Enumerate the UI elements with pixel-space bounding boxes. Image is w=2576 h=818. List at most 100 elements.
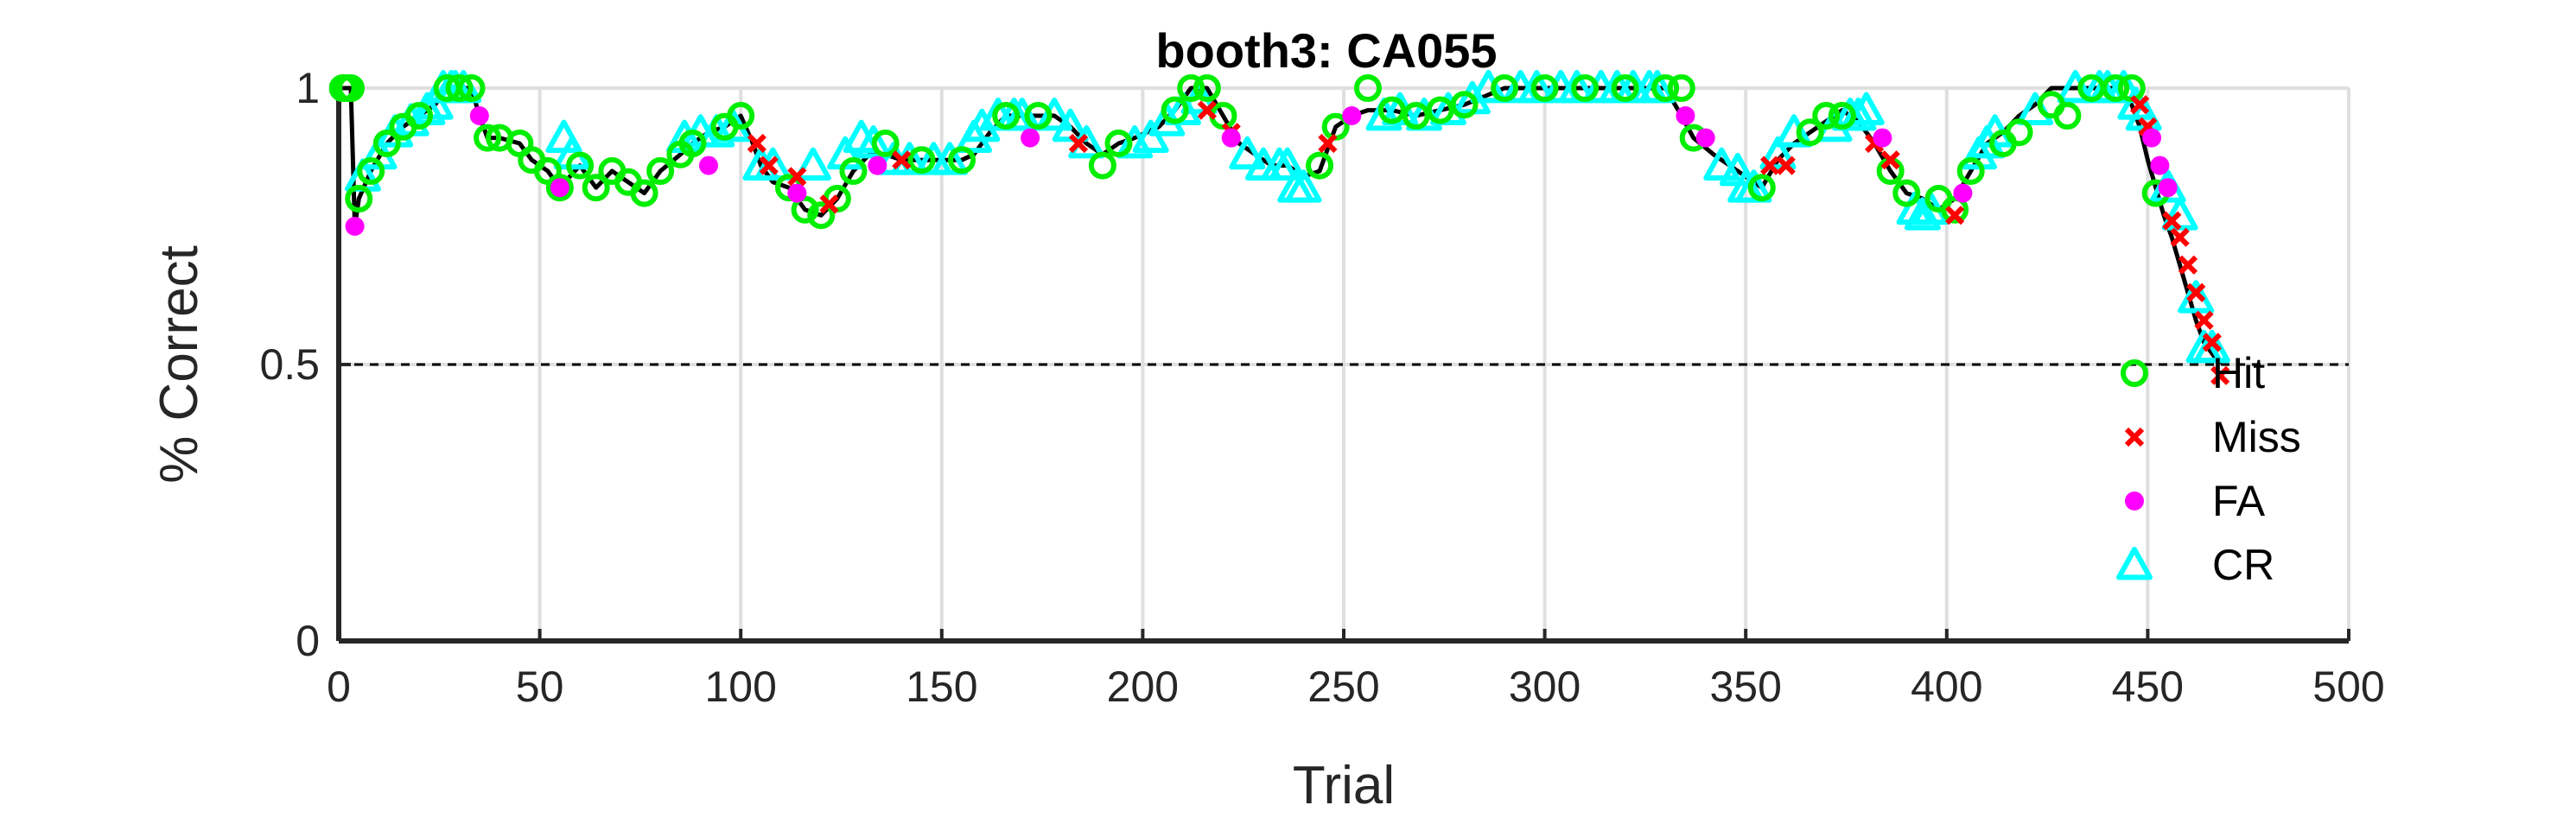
x-tick-label: 500	[2312, 663, 2384, 711]
legend-item-hit: Hit	[2121, 349, 2265, 397]
cr-marker	[1638, 70, 1676, 104]
hit-marker	[372, 130, 401, 157]
hit-marker	[1353, 74, 1382, 102]
fa-marker	[1021, 128, 1040, 148]
x-tick-label: 450	[2112, 663, 2184, 711]
miss-marker	[1880, 150, 1900, 170]
hit-marker	[1828, 102, 1856, 130]
hit-marker	[871, 130, 900, 157]
cr-marker	[2057, 70, 2094, 104]
miss-stroke	[2210, 365, 2230, 385]
hit-marker	[1193, 74, 1221, 102]
miss-marker	[892, 150, 912, 170]
miss-stroke	[2138, 117, 2158, 136]
hit-marker	[2102, 74, 2130, 102]
hit-marker	[1024, 102, 1053, 130]
miss-stroke	[2162, 211, 2182, 231]
hit-marker	[839, 157, 868, 185]
x-tick-label: 350	[1709, 663, 1781, 711]
miss-marker	[2162, 211, 2182, 231]
hit-marker	[545, 174, 574, 202]
miss-marker	[2129, 95, 2150, 115]
hit-marker	[1402, 102, 1430, 130]
hit-marker	[2053, 102, 2082, 130]
cr-marker	[2105, 70, 2142, 104]
hit-marker	[1956, 157, 1985, 185]
cr-marker	[1848, 92, 1885, 125]
hit-marker	[1377, 96, 1406, 124]
cr-marker	[1776, 114, 1813, 148]
hit-marker	[727, 102, 755, 130]
cr-marker	[855, 125, 892, 159]
hit-marker	[1088, 151, 1116, 180]
fa-marker	[1953, 183, 1973, 203]
hit-marker	[457, 74, 486, 102]
fa-marker	[1695, 128, 1715, 148]
legend-item-cr: CR	[2116, 541, 2274, 589]
data-markers	[328, 70, 2230, 385]
y-tick-label: 1	[296, 64, 320, 112]
legend-marker-hit	[2121, 359, 2148, 387]
hit-marker	[1747, 174, 1776, 202]
legend-marker-cr	[2116, 547, 2153, 580]
x-tick-label: 400	[1911, 663, 1982, 711]
hit-marker	[1812, 102, 1841, 130]
hit-marker	[1651, 74, 1680, 102]
cr-marker	[1269, 147, 1306, 181]
hit-marker	[336, 74, 365, 102]
cr-marker	[1470, 70, 1507, 104]
legend-item-fa: FA	[2125, 477, 2266, 525]
cr-marker	[1052, 108, 1089, 143]
cr-marker	[1003, 98, 1040, 131]
cr-marker	[2193, 329, 2230, 364]
cr-marker	[932, 142, 969, 175]
fa-marker	[787, 183, 807, 203]
legend-label: Hit	[2212, 349, 2265, 397]
hit-marker	[2005, 118, 2033, 147]
miss-stroke	[747, 133, 766, 154]
hit-marker	[807, 201, 836, 230]
cr-marker	[1036, 98, 1073, 131]
miss-marker	[1068, 133, 1089, 154]
fa-marker	[2150, 155, 2170, 175]
miss-stroke	[1318, 133, 1338, 154]
legend-label: FA	[2212, 477, 2266, 525]
x-tick-label: 50	[516, 663, 564, 711]
legend-item-miss: Miss	[2124, 413, 2301, 461]
cr-marker	[1840, 98, 1877, 131]
fa-marker	[2142, 128, 2162, 148]
miss-stroke	[2124, 427, 2145, 447]
hit-marker	[1450, 91, 1479, 119]
miss-stroke	[2129, 95, 2150, 115]
miss-stroke	[2194, 310, 2214, 330]
hit-marker	[445, 74, 474, 102]
miss-stroke	[1759, 155, 1780, 175]
hit-marker	[1611, 74, 1639, 102]
chart-title: booth3: CA055	[1155, 23, 1497, 78]
x-tick-label: 200	[1107, 663, 1179, 711]
y-tick-label: 0	[296, 617, 320, 665]
miss-stroke	[2178, 255, 2198, 275]
hit-marker	[1306, 151, 1334, 180]
cr-marker	[794, 147, 831, 181]
cr-marker	[1229, 136, 1266, 170]
x-tick-label: 250	[1307, 663, 1379, 711]
fa-marker	[469, 106, 489, 125]
miss-stroke	[2170, 227, 2190, 247]
hit-marker	[345, 185, 373, 212]
hit-marker	[566, 151, 595, 180]
x-tick-label: 0	[327, 663, 351, 711]
cr-marker	[1759, 136, 1797, 170]
cr-marker	[964, 108, 1001, 143]
hit-marker	[630, 179, 658, 207]
hit-marker	[907, 146, 936, 174]
fa-marker	[1221, 128, 1241, 148]
cr-marker	[1703, 147, 1740, 181]
hit-marker	[1571, 74, 1600, 102]
miss-stroke	[787, 167, 807, 187]
miss-marker	[2194, 310, 2214, 330]
miss-marker	[2202, 333, 2222, 352]
hit-marker	[1177, 74, 1205, 102]
miss-marker	[819, 194, 839, 214]
